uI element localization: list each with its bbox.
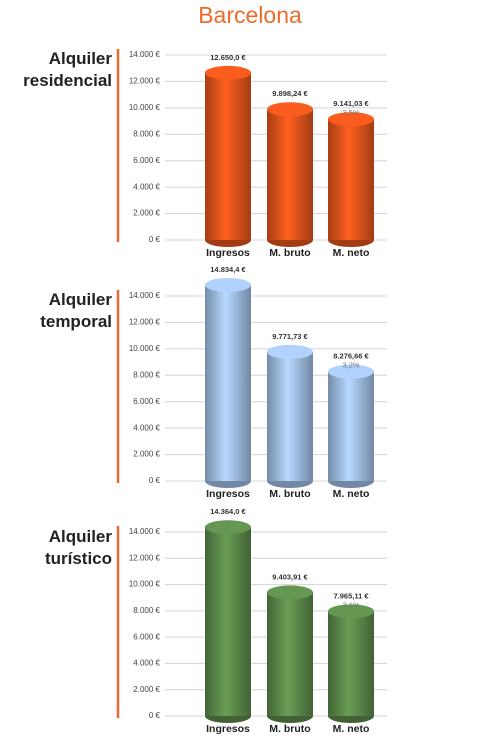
y-tick-label: 4.000 € bbox=[133, 659, 160, 668]
page-title: Barcelona bbox=[198, 2, 302, 28]
bar-cap bbox=[267, 344, 313, 359]
x-tick-label: M. neto bbox=[333, 488, 370, 500]
value-label: 14.834,4 € bbox=[210, 265, 246, 274]
y-tick-label: 6.000 € bbox=[133, 156, 160, 165]
x-tick-label: Ingresos bbox=[206, 488, 250, 500]
bar bbox=[205, 284, 251, 481]
bar bbox=[328, 611, 374, 716]
y-tick-label: 14.000 € bbox=[129, 527, 161, 536]
bar-cap bbox=[328, 112, 374, 127]
x-tick-label: Ingresos bbox=[206, 723, 250, 735]
bar-cap bbox=[267, 102, 313, 117]
bar-cap bbox=[205, 520, 251, 535]
bar-cap bbox=[205, 65, 251, 80]
value-label: 9.771,73 € bbox=[272, 332, 308, 341]
bar-cap bbox=[205, 277, 251, 292]
y-tick-label: 8.000 € bbox=[133, 606, 160, 615]
bar-cap bbox=[267, 585, 313, 600]
bar bbox=[267, 109, 313, 240]
y-tick-label: 4.000 € bbox=[133, 423, 160, 432]
x-tick-label: M. neto bbox=[333, 247, 370, 259]
y-tick-label: 8.000 € bbox=[133, 370, 160, 379]
y-tick-label: 12.000 € bbox=[129, 77, 161, 86]
y-tick-label: 14.000 € bbox=[129, 291, 161, 300]
y-tick-label: 0 € bbox=[149, 235, 161, 244]
y-tick-label: 12.000 € bbox=[129, 318, 161, 327]
value-label: 14.364,0 € bbox=[210, 507, 246, 516]
bar bbox=[205, 527, 251, 716]
value-label: 9.403,91 € bbox=[272, 572, 308, 581]
x-tick-label: Ingresos bbox=[206, 247, 250, 259]
y-tick-label: 8.000 € bbox=[133, 129, 160, 138]
y-tick-label: 2.000 € bbox=[133, 685, 160, 694]
annotation: 3,5% bbox=[342, 108, 359, 117]
x-tick-label: M. bruto bbox=[269, 247, 310, 259]
y-tick-label: 12.000 € bbox=[129, 553, 161, 562]
annotation: 3,1% bbox=[342, 600, 359, 609]
y-tick-label: 6.000 € bbox=[133, 397, 160, 406]
y-tick-label: 0 € bbox=[149, 711, 161, 720]
chart-title: Alquiler temporal bbox=[40, 290, 112, 331]
x-tick-label: M. bruto bbox=[269, 488, 310, 500]
annotation: 3,2% bbox=[342, 361, 359, 370]
y-tick-label: 2.000 € bbox=[133, 209, 160, 218]
y-tick-label: 10.000 € bbox=[129, 103, 161, 112]
y-tick-label: 14.000 € bbox=[129, 50, 161, 59]
y-tick-label: 2.000 € bbox=[133, 450, 160, 459]
y-tick-label: 10.000 € bbox=[129, 344, 161, 353]
x-tick-label: M. bruto bbox=[269, 723, 310, 735]
chart-title: Alquiler residencial bbox=[23, 49, 112, 90]
value-label: 9.898,24 € bbox=[272, 89, 308, 98]
value-label: 7.965,11 € bbox=[333, 591, 369, 600]
bar bbox=[205, 72, 251, 240]
y-tick-label: 0 € bbox=[149, 476, 161, 485]
y-tick-label: 6.000 € bbox=[133, 632, 160, 641]
bar bbox=[328, 371, 374, 481]
bar-cap bbox=[328, 364, 374, 379]
chart-title: Alquiler turístico bbox=[44, 527, 112, 568]
value-label: 12.650,0 € bbox=[210, 53, 246, 62]
value-label: 8.276,66 € bbox=[333, 352, 369, 361]
bar bbox=[267, 351, 313, 481]
bar-cap bbox=[328, 604, 374, 619]
value-label: 9.141,03 € bbox=[333, 99, 369, 108]
y-tick-label: 4.000 € bbox=[133, 182, 160, 191]
x-tick-label: M. neto bbox=[333, 723, 370, 735]
bar bbox=[267, 592, 313, 716]
y-tick-label: 10.000 € bbox=[129, 580, 161, 589]
bar bbox=[328, 119, 374, 240]
